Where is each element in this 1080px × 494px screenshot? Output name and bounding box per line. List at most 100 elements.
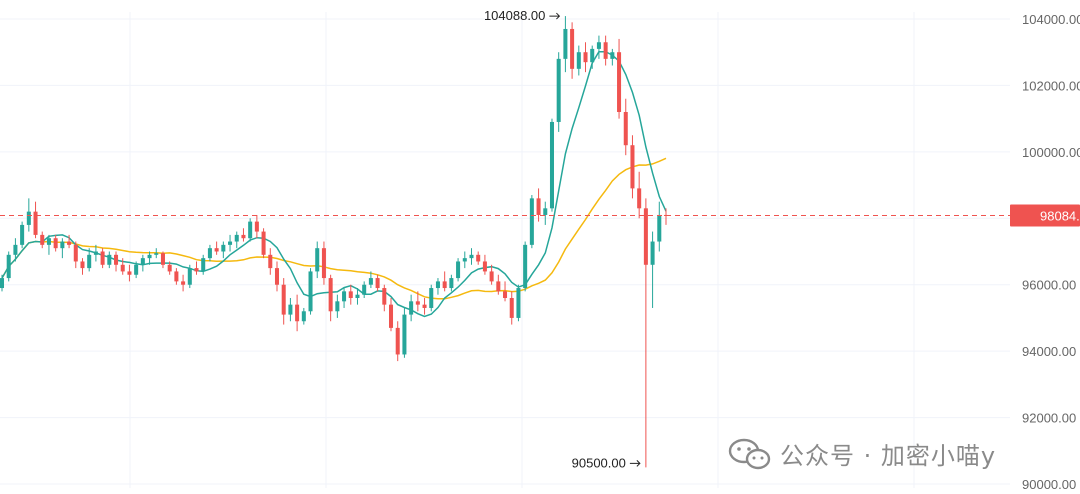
candle (6, 251, 11, 282)
candle (268, 248, 273, 275)
candle (328, 274, 333, 322)
candle-body (415, 301, 420, 305)
candle-body (6, 254, 11, 279)
candle-body (107, 254, 112, 265)
candle-body (543, 208, 548, 215)
candle-body (154, 253, 159, 255)
candle (254, 214, 259, 239)
candle-body (342, 291, 347, 302)
candle-body (46, 238, 51, 245)
y-tick-label: 90000.00 (1022, 477, 1076, 492)
candle (610, 48, 615, 66)
candle-body (0, 278, 5, 289)
candle (60, 238, 65, 259)
candle-body (355, 294, 360, 298)
candle-body (563, 28, 568, 59)
candle-body (281, 284, 286, 315)
candle-body (187, 268, 192, 285)
candle (140, 254, 145, 272)
ma-slow-line (1, 157, 667, 300)
y-tick-label: 104000.00 (1022, 12, 1080, 27)
candle-body (516, 288, 521, 318)
candle-body (274, 268, 280, 285)
candle (335, 294, 340, 318)
candle-body (456, 261, 461, 279)
candle (650, 231, 655, 308)
candle (563, 16, 568, 73)
candle (154, 248, 159, 259)
candle-body (33, 211, 38, 235)
candle (73, 241, 78, 269)
candle-body (395, 327, 400, 355)
candle (127, 264, 132, 282)
candle (241, 228, 246, 242)
candle (214, 241, 219, 255)
candle (489, 264, 494, 285)
ma-fast-line (1, 50, 667, 318)
candle-body (603, 42, 608, 59)
candle-body (650, 241, 655, 265)
candle-body (100, 251, 105, 265)
candle (596, 35, 601, 59)
candle-body (529, 198, 534, 245)
candle (80, 258, 85, 275)
candle (281, 278, 286, 325)
candle-body (583, 52, 588, 63)
candle-body (442, 281, 447, 289)
candle-body (328, 278, 333, 312)
y-tick-label: 96000.00 (1022, 278, 1076, 293)
candle-body (114, 254, 119, 265)
candle (100, 248, 105, 269)
candle-body (321, 248, 326, 279)
candle-body (536, 198, 541, 215)
candle-body (590, 48, 595, 63)
candle-body (254, 221, 259, 232)
candle (570, 22, 575, 79)
candle (576, 45, 581, 76)
candle (536, 188, 541, 222)
candle-body (435, 281, 440, 289)
candle-body (429, 288, 434, 308)
y-tick-label: 94000.00 (1022, 344, 1076, 359)
candle (93, 244, 98, 262)
grid-lines (0, 12, 1010, 488)
candle (40, 231, 45, 249)
candle-body (509, 298, 514, 318)
candle-body (167, 264, 172, 272)
candle (456, 258, 461, 282)
candle-body (596, 42, 601, 49)
candle-body (60, 241, 65, 249)
y-tick-label: 100000.00 (1022, 145, 1080, 160)
candle-body (147, 254, 152, 259)
candle (221, 241, 226, 259)
candle (114, 251, 119, 272)
candle-body (388, 304, 394, 328)
candle (523, 241, 528, 292)
candle (107, 251, 112, 269)
candle (603, 35, 608, 66)
candle-body (26, 211, 31, 225)
candle (516, 284, 521, 322)
candle-body (643, 208, 648, 265)
candle (529, 195, 534, 249)
candle (617, 38, 622, 119)
candle (67, 234, 72, 249)
candle-body (140, 258, 145, 265)
candle-body (201, 258, 206, 272)
candle-body (221, 244, 226, 252)
candle (228, 234, 233, 252)
candle (623, 98, 628, 156)
candle-body (503, 291, 508, 298)
y-tick-label: 92000.00 (1022, 411, 1076, 426)
candle-body (523, 244, 528, 289)
candle-body (207, 248, 212, 259)
candle (583, 42, 588, 73)
candle (295, 294, 300, 332)
candle (409, 294, 414, 322)
candle (308, 268, 313, 315)
candle-body (194, 268, 199, 272)
candle (382, 284, 387, 312)
candle (543, 201, 548, 225)
candle (435, 278, 440, 295)
